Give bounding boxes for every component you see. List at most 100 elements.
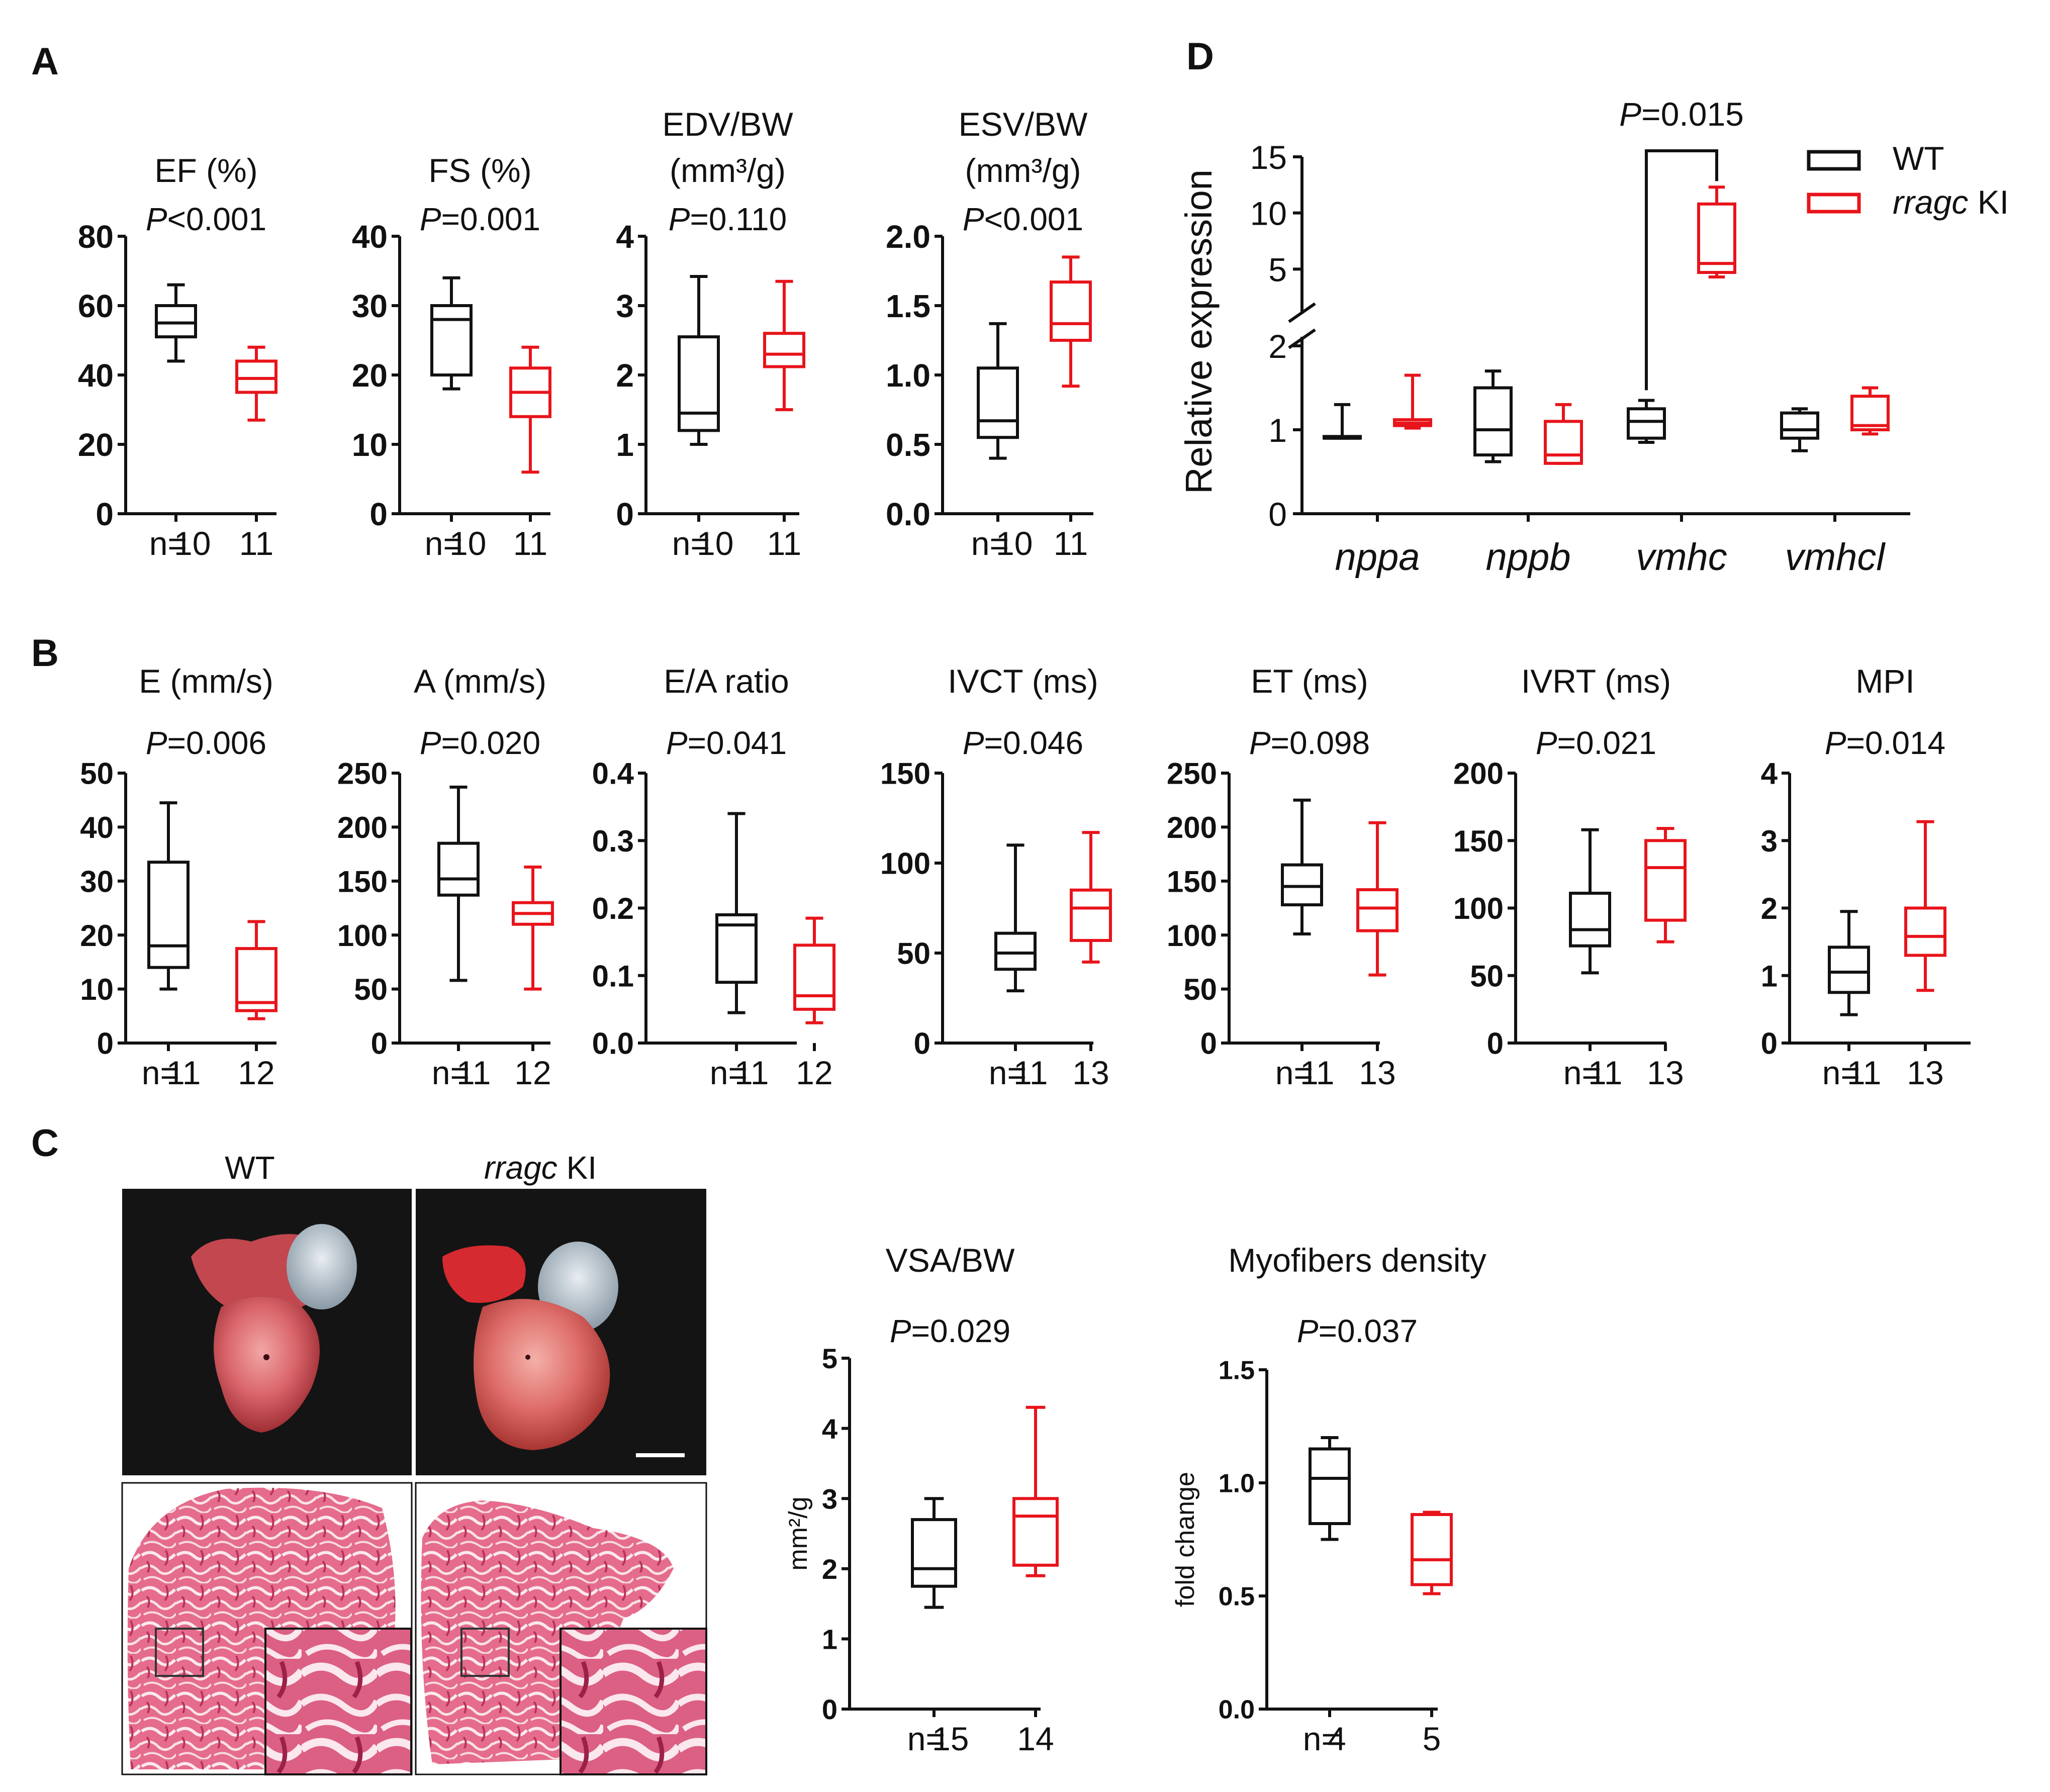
p-value: P=0.015 — [1619, 96, 1744, 133]
p-value: P=0.046 — [963, 725, 1083, 761]
chart-et: ET (ms) P=0.098 0 50 100 150 200 250 n= 11 13 — [1167, 663, 1399, 1091]
p-value: P=0.001 — [420, 201, 540, 237]
n-label: n= — [1563, 1054, 1601, 1091]
box-iqr — [235, 947, 277, 1012]
chart-a: A (mm/s) P=0.020 0 50 100 150 200 250 n= 11 12 — [337, 663, 554, 1091]
y-tick-label: 4 — [822, 1413, 837, 1445]
y-tick-label: 1 — [822, 1624, 837, 1655]
p-value: P=0.110 — [669, 201, 787, 237]
box-iqr — [155, 304, 197, 339]
y-tick-label: 200 — [1453, 757, 1504, 791]
box-iqr — [1780, 411, 1819, 440]
n-label: 13 — [1359, 1054, 1395, 1091]
box-iqr — [678, 335, 720, 432]
y-tick-label: 150 — [337, 865, 388, 898]
image-label-wt: WT — [225, 1150, 275, 1186]
box-iqr — [1697, 202, 1736, 274]
n-label: n= — [1303, 1720, 1341, 1757]
y-tick-label: 0.0 — [1219, 1695, 1255, 1725]
y-tick-label: 0 — [369, 496, 388, 532]
image-label-ki: rragc KI — [484, 1150, 597, 1186]
y-tick-label: 4 — [1761, 757, 1778, 791]
y-tick-label: 30 — [352, 288, 388, 324]
n-label: 12 — [796, 1054, 832, 1091]
y-tick-label: 40 — [80, 811, 114, 844]
y-tick-label: 1 — [1761, 959, 1778, 993]
y-tick-label: 2 — [822, 1553, 837, 1585]
y-tick-label: 0.5 — [1219, 1582, 1255, 1612]
y-axis-label: Relative expression — [1178, 169, 1220, 494]
y-tick-label: 20 — [78, 427, 114, 463]
y-tick-label: 0.0 — [592, 1027, 634, 1061]
box-iqr — [147, 861, 190, 969]
y-tick-label: 1.5 — [886, 288, 930, 324]
box-iqr — [1627, 407, 1666, 440]
y-tick-label: 10 — [1250, 195, 1287, 232]
y-tick-label: 0 — [96, 496, 114, 532]
y-tick-label: 150 — [880, 757, 930, 791]
chart-ef: EF (%) P<0.001 0 20 40 60 80 n= 10 11 — [78, 152, 277, 562]
box-iqr — [977, 366, 1019, 439]
n-label: 14 — [1017, 1720, 1054, 1757]
box-iqr — [1050, 280, 1092, 342]
y-tick-label: 10 — [352, 427, 388, 463]
p-value: P=0.020 — [420, 725, 540, 761]
y-tick-label: 20 — [352, 357, 388, 394]
box-iqr — [763, 332, 805, 368]
chart-title: (mm³/g) — [670, 152, 786, 189]
category-label: vmhc — [1636, 536, 1727, 579]
box-iqr — [437, 841, 480, 897]
category-label: vmhcl — [1785, 536, 1886, 579]
n-value: 11 — [734, 1054, 769, 1091]
y-tick-label: 1.0 — [1219, 1469, 1255, 1498]
panel-label-b: B — [31, 632, 59, 675]
chart-fs: FS (%) P=0.001 0 10 20 30 40 n= 10 11 — [352, 152, 551, 562]
chart-title: ESV/BW — [959, 106, 1088, 143]
n-label: 12 — [514, 1054, 551, 1091]
n-label: n= — [672, 525, 710, 562]
box-iqr — [1904, 906, 1946, 957]
n-value: 10 — [449, 525, 486, 562]
y-tick-label: 0 — [1200, 1027, 1217, 1061]
chart-title: ET (ms) — [1251, 663, 1368, 700]
y-tick-label: 2 — [1268, 328, 1287, 365]
wt-histology-zoom — [264, 1628, 412, 1775]
n-label: n= — [971, 525, 1009, 562]
n-label: 11 — [513, 525, 548, 562]
box-iqr — [235, 359, 277, 394]
chart-edv-bw: EDV/BW (mm³/g) P=0.110 0 1 2 3 4 n= 10 11 — [616, 106, 805, 562]
y-tick-label: 0.1 — [592, 959, 634, 993]
y-tick-label: 20 — [80, 919, 114, 953]
n-label: 13 — [1647, 1054, 1684, 1091]
chart-title: Myofibers density — [1228, 1242, 1486, 1279]
panel-c-images: WT rragc KI — [121, 1150, 707, 1775]
y-tick-label: 4 — [616, 219, 634, 255]
box-iqr — [1281, 863, 1323, 907]
legend-swatch-ki — [1807, 193, 1861, 214]
n-value: 11 — [1847, 1054, 1882, 1091]
y-tick-label: 0 — [822, 1693, 837, 1725]
p-value: P<0.001 — [146, 201, 266, 237]
n-label: 11 — [239, 525, 274, 562]
n-value: 15 — [932, 1720, 969, 1757]
y-tick-label: 200 — [1167, 811, 1217, 844]
p-value: P=0.037 — [1297, 1313, 1418, 1349]
axis-break-mark — [1288, 302, 1316, 323]
n-label: n= — [710, 1054, 748, 1091]
y-tick-label: 2.0 — [886, 219, 930, 255]
chart-title: (mm³/g) — [965, 152, 1081, 189]
y-tick-label: 3 — [1761, 824, 1778, 858]
y-tick-label: 1.5 — [1219, 1356, 1255, 1385]
y-tick-label: 100 — [1453, 892, 1504, 925]
box-iqr — [1544, 420, 1583, 465]
chart-esv-bw: ESV/BW (mm³/g) P<0.001 0.0 0.5 1.0 1.5 2.0 n= 10… — [886, 106, 1093, 562]
y-tick-label: 250 — [337, 757, 388, 791]
n-label: n= — [1822, 1054, 1860, 1091]
box-iqr — [1569, 891, 1611, 948]
panel-label-a: A — [31, 40, 59, 83]
n-label: 11 — [767, 525, 802, 562]
chart-myofibers-density: Myofibers density P=0.037 0.0 0.5 1.0 1.5 n= 4… — [1171, 1242, 1486, 1757]
y-tick-label: 0 — [1761, 1027, 1778, 1061]
n-label: 13 — [1072, 1054, 1109, 1091]
box-iqr — [1411, 1513, 1453, 1586]
